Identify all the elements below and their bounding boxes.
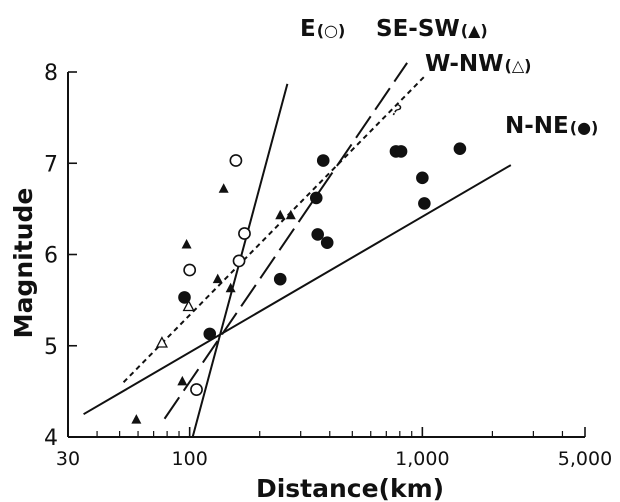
fit-line-w-nw bbox=[122, 75, 426, 383]
point-filled-circle bbox=[316, 154, 330, 167]
point-filled-circle bbox=[311, 228, 325, 241]
x-axis-label: Distance(km) bbox=[256, 474, 444, 502]
point-open-triangle bbox=[155, 336, 169, 348]
point-open-circle bbox=[232, 254, 246, 268]
point-open-circle bbox=[229, 154, 243, 167]
legend-n-ne: N-NE(●) bbox=[505, 113, 598, 139]
x-axis-ticks: 30 100 1,000 5,000 bbox=[56, 427, 612, 470]
x-tick-label: 5,000 bbox=[558, 448, 612, 470]
point-filled-circle bbox=[416, 171, 429, 185]
point-filled-triangle bbox=[181, 238, 192, 249]
series-labels: N-NE(●) E(○) SE-SW(▲) W-NW(△) bbox=[300, 16, 598, 139]
point-filled-triangle bbox=[177, 375, 188, 386]
data-points bbox=[131, 142, 467, 424]
y-tick-label: 4 bbox=[44, 426, 58, 451]
point-filled-circle bbox=[418, 197, 431, 210]
legend-w-nw: W-NW(△) bbox=[425, 51, 531, 77]
fit-lines bbox=[83, 62, 512, 438]
point-filled-triangle bbox=[285, 209, 296, 220]
point-filled-triangle bbox=[131, 414, 142, 424]
point-filled-triangle bbox=[275, 209, 286, 220]
point-open-circle bbox=[183, 263, 197, 277]
point-filled-circle bbox=[203, 327, 217, 341]
point-filled-triangle bbox=[212, 273, 223, 284]
annotation-question-mark: ? bbox=[388, 100, 405, 121]
fit-line-se-sw bbox=[163, 62, 408, 420]
point-open-circle bbox=[238, 227, 251, 240]
point-filled-circle bbox=[453, 142, 467, 155]
point-filled-triangle bbox=[225, 282, 236, 293]
y-tick-label: 5 bbox=[44, 335, 58, 360]
y-axis-label: Magnitude bbox=[9, 188, 38, 339]
point-open-triangle bbox=[182, 299, 195, 312]
x-tick-label: 1,000 bbox=[395, 448, 449, 470]
point-filled-circle bbox=[320, 236, 334, 249]
point-filled-circle bbox=[178, 291, 191, 304]
y-tick-label: 6 bbox=[44, 244, 58, 269]
x-tick-label: 30 bbox=[56, 448, 80, 470]
point-filled-circle bbox=[394, 145, 408, 158]
fit-line-n-ne bbox=[83, 164, 512, 416]
y-tick-label: 7 bbox=[44, 152, 58, 177]
legend-se-sw: SE-SW(▲) bbox=[376, 16, 488, 42]
legend-e: E(○) bbox=[300, 16, 345, 42]
point-filled-triangle bbox=[218, 183, 229, 193]
x-tick-label: 100 bbox=[172, 448, 208, 470]
y-axis-ticks: 4 5 6 7 8 bbox=[44, 61, 77, 451]
point-open-circle bbox=[190, 383, 203, 396]
y-tick-label: 8 bbox=[44, 61, 58, 86]
point-filled-circle bbox=[309, 191, 323, 205]
point-filled-circle bbox=[273, 272, 287, 286]
